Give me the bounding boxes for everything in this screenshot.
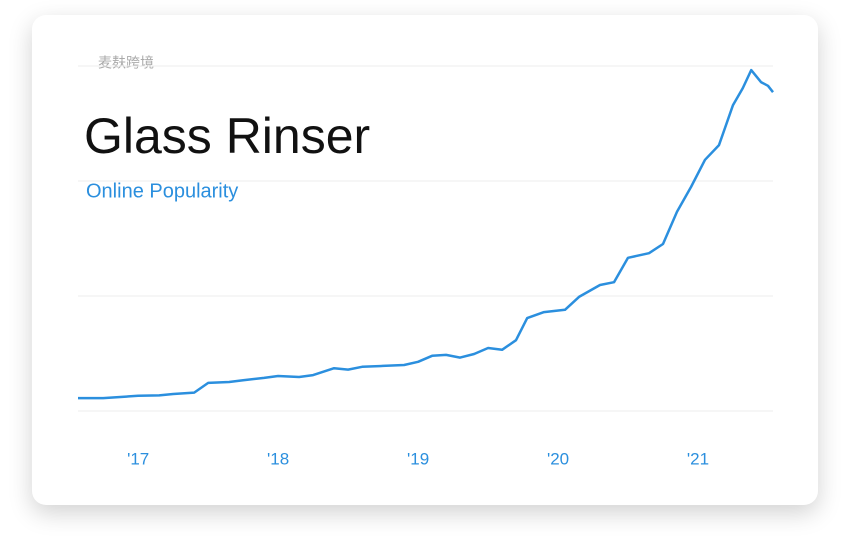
chart-title: Glass Rinser bbox=[84, 108, 370, 164]
x-tick-label: '18 bbox=[267, 449, 289, 468]
watermark: 麦麸跨境 bbox=[98, 55, 154, 71]
card bbox=[32, 15, 818, 505]
chart-subtitle: Online Popularity bbox=[86, 180, 238, 202]
x-tick-label: '19 bbox=[407, 449, 429, 468]
x-tick-label: '21 bbox=[687, 449, 709, 468]
x-tick-label: '20 bbox=[547, 449, 569, 468]
line bbox=[78, 68, 774, 400]
x-tick-label: '17 bbox=[127, 449, 149, 468]
